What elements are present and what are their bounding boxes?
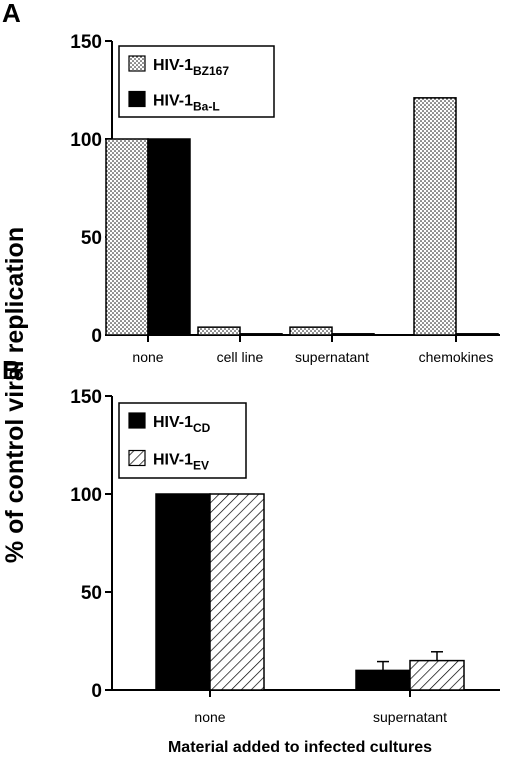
y-tick-label: 50 bbox=[81, 583, 102, 604]
legend-series-subscript: CD bbox=[193, 421, 211, 435]
legend-swatch bbox=[128, 90, 146, 108]
bar bbox=[147, 138, 191, 336]
bar bbox=[105, 138, 149, 336]
bar bbox=[409, 659, 465, 691]
y-axis-label: % of control viral replication bbox=[1, 227, 29, 563]
y-tick-label: 0 bbox=[91, 326, 102, 347]
legend-swatch bbox=[128, 55, 146, 72]
bar bbox=[455, 333, 499, 336]
bar bbox=[289, 326, 333, 336]
legend-series-subscript: BZ167 bbox=[193, 64, 229, 78]
legend-label: HIV-1BZ167 bbox=[153, 57, 229, 78]
y-tick-label: 50 bbox=[81, 228, 102, 249]
legend-swatch bbox=[128, 449, 146, 467]
legend-series-name: HIV-1 bbox=[153, 452, 193, 469]
legend-swatch bbox=[128, 412, 146, 429]
x-tick-label: none bbox=[132, 349, 163, 365]
panel-letter: B bbox=[2, 355, 21, 385]
x-tick-label: none bbox=[194, 709, 225, 725]
legend-label: HIV-1Ba-L bbox=[153, 93, 220, 114]
bar bbox=[413, 97, 457, 336]
legend-series-subscript: Ba-L bbox=[193, 100, 220, 114]
y-tick-label: 150 bbox=[70, 387, 102, 408]
y-tick-label: 100 bbox=[70, 130, 102, 151]
panel-a-plot: 0 50 100 150 none cell line supernatant chemoki… bbox=[70, 32, 500, 365]
x-tick-label: cell line bbox=[217, 349, 264, 365]
legend-series-name: HIV-1 bbox=[153, 414, 193, 431]
x-tick-label: supernatant bbox=[373, 709, 447, 725]
y-tick-label: 150 bbox=[70, 32, 102, 53]
bar bbox=[155, 493, 211, 691]
x-tick-label: chemokines bbox=[419, 349, 494, 365]
y-tick-label: 0 bbox=[91, 681, 102, 702]
bar bbox=[355, 669, 411, 691]
bar bbox=[197, 326, 241, 336]
bar bbox=[239, 333, 283, 336]
x-tick-label: supernatant bbox=[295, 349, 369, 365]
x-axis-label: Material added to infected cultures bbox=[168, 739, 432, 756]
panel-letter: A bbox=[2, 0, 21, 28]
legend-label: HIV-1CD bbox=[153, 414, 211, 435]
legend-series-name: HIV-1 bbox=[153, 93, 193, 110]
bar bbox=[331, 333, 375, 336]
legend-series-name: HIV-1 bbox=[153, 57, 193, 74]
bar bbox=[209, 493, 265, 691]
y-tick-label: 100 bbox=[70, 485, 102, 506]
legend-series-subscript: EV bbox=[193, 459, 209, 473]
legend-label: HIV-1EV bbox=[153, 452, 209, 473]
